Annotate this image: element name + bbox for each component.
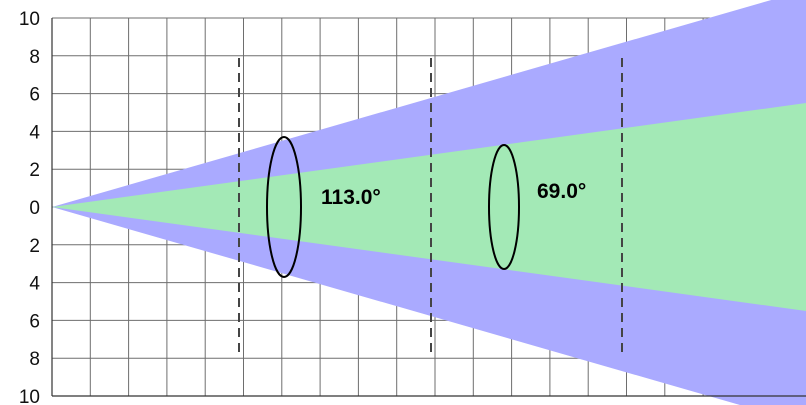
y-tick-label: 8	[29, 47, 40, 68]
y-tick-label: 0	[29, 198, 40, 219]
distance-markers	[238, 58, 623, 358]
narrow-angle-ellipse	[488, 144, 520, 270]
y-axis-tick-labels: 10 8 6 4 2 0 2 4 6 8 10	[19, 9, 41, 405]
narrow-fov-cone	[52, 103, 806, 311]
y-tick-label: 6	[29, 85, 40, 106]
wide-angle-ellipse	[266, 136, 302, 278]
y-tick-label: 4	[29, 274, 40, 295]
y-tick-label: 10	[19, 387, 40, 405]
y-tick-label: 4	[29, 122, 40, 143]
y-tick-label: 6	[29, 311, 40, 332]
wide-angle-label: 113.0°	[321, 186, 381, 209]
y-tick-label: 2	[29, 236, 40, 257]
narrow-angle-label: 69.0°	[537, 180, 586, 203]
y-tick-label: 8	[29, 349, 40, 370]
y-tick-label: 2	[29, 160, 40, 181]
y-tick-label: 10	[19, 9, 40, 30]
